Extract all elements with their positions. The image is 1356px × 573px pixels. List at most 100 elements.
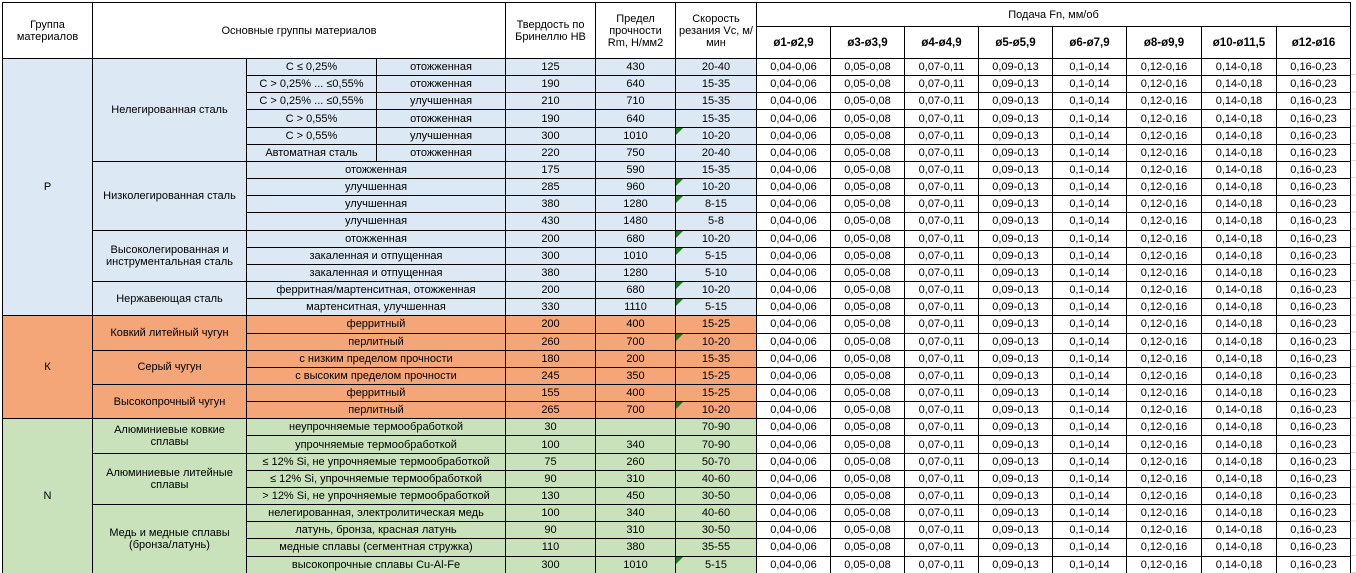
rm-cell[interactable]: 1010 — [595, 126, 676, 145]
feed-cell[interactable]: 0,07-0,11 — [904, 298, 979, 317]
material-spec-cell[interactable]: перлитный — [246, 401, 506, 420]
feed-cell[interactable]: 0,12-0,16 — [1126, 212, 1202, 231]
feed-cell[interactable]: 0,07-0,11 — [904, 452, 979, 471]
vc-cell[interactable]: 5-15 — [675, 298, 757, 317]
hb-cell[interactable]: 300 — [505, 126, 596, 145]
rm-cell[interactable]: 450 — [595, 486, 676, 506]
feed-cell[interactable]: 0,09-0,13 — [978, 212, 1053, 231]
feed-cell[interactable]: 0,07-0,11 — [904, 332, 979, 351]
feed-cell[interactable]: 0,09-0,13 — [978, 126, 1053, 145]
feed-cell[interactable]: 0,16-0,23 — [1275, 212, 1352, 231]
feed-cell[interactable]: 0,04-0,06 — [756, 521, 831, 540]
feed-cell[interactable]: 0,16-0,23 — [1275, 229, 1352, 248]
feed-cell[interactable]: 0,07-0,11 — [904, 555, 979, 573]
rm-cell[interactable]: 260 — [595, 452, 676, 471]
feed-cell[interactable]: 0,12-0,16 — [1126, 401, 1202, 420]
material-spec-cell[interactable]: латунь, бронза, красная латунь — [246, 521, 506, 540]
material-spec-cell[interactable]: C > 0,25% ... ≤0,55% — [246, 75, 377, 94]
feed-cell[interactable]: 0,1-0,14 — [1052, 452, 1127, 471]
feed-cell[interactable]: 0,14-0,18 — [1201, 383, 1277, 403]
feed-cell[interactable]: 0,12-0,16 — [1126, 486, 1202, 506]
feed-cell[interactable]: 0,1-0,14 — [1052, 57, 1127, 77]
feed-cell[interactable]: 0,14-0,18 — [1201, 298, 1277, 317]
feed-cell[interactable]: 0,16-0,23 — [1275, 178, 1352, 197]
subgroup-name-cell[interactable]: Серый чугун — [92, 349, 247, 385]
hb-cell[interactable]: 190 — [505, 75, 596, 94]
feed-cell[interactable]: 0,16-0,23 — [1275, 366, 1352, 385]
feed-cell[interactable]: 0,09-0,13 — [978, 332, 1053, 351]
rm-cell[interactable]: 700 — [595, 332, 676, 351]
feed-cell[interactable]: 0,09-0,13 — [978, 366, 1053, 385]
feed-cell[interactable]: 0,12-0,16 — [1126, 281, 1202, 300]
feed-cell[interactable]: 0,04-0,06 — [756, 75, 831, 94]
vc-cell[interactable]: 5-10 — [675, 263, 757, 283]
feed-cell[interactable]: 0,07-0,11 — [904, 383, 979, 403]
feed-cell[interactable]: 0,05-0,08 — [830, 538, 905, 557]
feed-cell[interactable]: 0,14-0,18 — [1201, 109, 1277, 128]
feed-cell[interactable]: 0,1-0,14 — [1052, 92, 1127, 111]
feed-cell[interactable]: 0,05-0,08 — [830, 469, 905, 488]
feed-cell[interactable]: 0,1-0,14 — [1052, 555, 1127, 573]
feed-cell[interactable]: 0,1-0,14 — [1052, 486, 1127, 506]
rm-cell[interactable]: 680 — [595, 281, 676, 300]
feed-cell[interactable]: 0,14-0,18 — [1201, 555, 1277, 573]
feed-cell[interactable]: 0,04-0,06 — [756, 57, 831, 77]
feed-cell[interactable]: 0,14-0,18 — [1201, 401, 1277, 420]
vc-cell[interactable]: 15-25 — [675, 315, 757, 334]
feed-cell[interactable]: 0,05-0,08 — [830, 332, 905, 351]
material-spec-cell[interactable]: нелегированная, электролитическая медь — [246, 504, 506, 523]
material-spec-cell[interactable]: закаленная и отпущенная — [246, 263, 506, 283]
feed-cell[interactable]: 0,1-0,14 — [1052, 75, 1127, 94]
subgroup-name-cell[interactable]: Алюминиевые литейные сплавы — [92, 452, 247, 506]
feed-cell[interactable]: 0,16-0,23 — [1275, 538, 1352, 557]
feed-cell[interactable]: 0,1-0,14 — [1052, 469, 1127, 488]
hb-cell[interactable]: 330 — [505, 298, 596, 317]
feed-cell[interactable]: 0,04-0,06 — [756, 504, 831, 523]
feed-cell[interactable]: 0,12-0,16 — [1126, 92, 1202, 111]
feed-cell[interactable]: 0,1-0,14 — [1052, 538, 1127, 557]
rm-cell[interactable]: 640 — [595, 109, 676, 128]
feed-cell[interactable]: 0,04-0,06 — [756, 160, 831, 180]
feed-cell[interactable]: 0,09-0,13 — [978, 504, 1053, 523]
feed-cell[interactable]: 0,14-0,18 — [1201, 281, 1277, 300]
feed-cell[interactable]: 0,04-0,06 — [756, 229, 831, 248]
rm-cell[interactable]: 960 — [595, 178, 676, 197]
feed-cell[interactable]: 0,05-0,08 — [830, 263, 905, 283]
material-spec-cell[interactable]: Автоматная сталь — [246, 143, 377, 162]
hb-cell[interactable]: 75 — [505, 452, 596, 471]
feed-cell[interactable]: 0,04-0,06 — [756, 195, 831, 214]
feed-cell[interactable]: 0,09-0,13 — [978, 160, 1053, 180]
feed-cell[interactable]: 0,04-0,06 — [756, 383, 831, 403]
feed-cell[interactable]: 0,09-0,13 — [978, 178, 1053, 197]
feed-cell[interactable]: 0,04-0,06 — [756, 109, 831, 128]
feed-cell[interactable]: 0,1-0,14 — [1052, 195, 1127, 214]
feed-cell[interactable]: 0,16-0,23 — [1275, 195, 1352, 214]
material-spec-cell[interactable]: C > 0,25% ... ≤0,55% — [246, 92, 377, 111]
feed-cell[interactable]: 0,07-0,11 — [904, 57, 979, 77]
feed-cell[interactable]: 0,12-0,16 — [1126, 315, 1202, 334]
rm-cell[interactable]: 1110 — [595, 298, 676, 317]
feed-cell[interactable]: 0,05-0,08 — [830, 383, 905, 403]
header-hardness[interactable]: Твердость по Бринеллю HB — [505, 2, 596, 59]
subgroup-name-cell[interactable]: Нелегированная сталь — [92, 58, 247, 162]
feed-cell[interactable]: 0,05-0,08 — [830, 401, 905, 420]
feed-cell[interactable]: 0,1-0,14 — [1052, 418, 1127, 437]
feed-cell[interactable]: 0,1-0,14 — [1052, 246, 1127, 265]
rm-cell[interactable]: 1010 — [595, 246, 676, 265]
material-spec-cell[interactable]: C ≤ 0,25% — [246, 57, 377, 77]
hb-cell[interactable]: 380 — [505, 263, 596, 283]
feed-cell[interactable]: 0,14-0,18 — [1201, 92, 1277, 111]
feed-cell[interactable]: 0,09-0,13 — [978, 435, 1053, 454]
feed-cell[interactable]: 0,07-0,11 — [904, 109, 979, 128]
feed-cell[interactable]: 0,14-0,18 — [1201, 246, 1277, 265]
group-code-cell[interactable]: P — [2, 57, 93, 317]
rm-cell[interactable]: 310 — [595, 469, 676, 488]
vc-cell[interactable]: 15-25 — [675, 383, 757, 403]
feed-cell[interactable]: 0,14-0,18 — [1201, 315, 1277, 334]
feed-cell[interactable]: 0,07-0,11 — [904, 504, 979, 523]
vc-cell[interactable]: 10-20 — [675, 126, 757, 145]
feed-cell[interactable]: 0,14-0,18 — [1201, 57, 1277, 77]
material-spec-cell[interactable]: медные сплавы (сегментная стружка) — [246, 538, 506, 557]
feed-cell[interactable]: 0,09-0,13 — [978, 383, 1053, 403]
vc-cell[interactable]: 30-50 — [675, 486, 757, 506]
